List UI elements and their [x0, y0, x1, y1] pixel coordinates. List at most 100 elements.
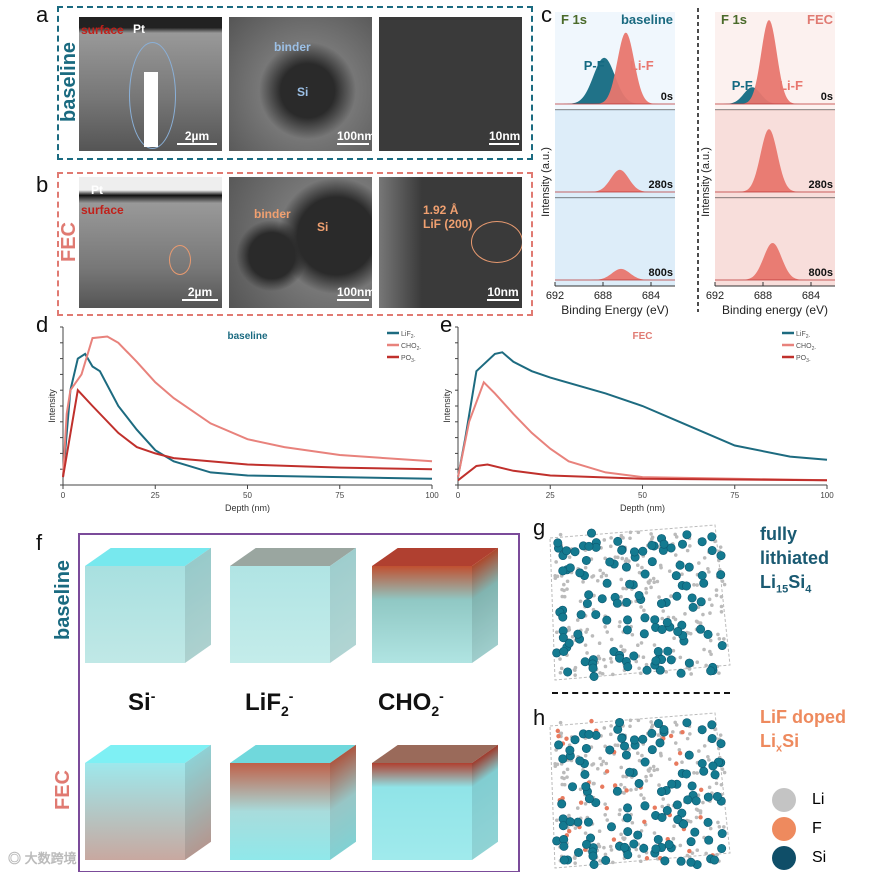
li-atom [708, 611, 712, 615]
li-atom [609, 637, 614, 642]
li-atom [704, 663, 708, 668]
li-atom [637, 854, 641, 859]
si-atom [563, 667, 573, 677]
si-atom [707, 720, 717, 730]
si-atom [581, 782, 591, 792]
f-atom [555, 728, 560, 734]
li-atom [560, 587, 564, 592]
si-atom [697, 758, 707, 768]
li-atom [701, 612, 705, 617]
li-atom [701, 800, 705, 805]
li-atom [591, 781, 596, 786]
li-atom [565, 587, 569, 591]
x-axis-label: Depth (nm) [225, 503, 270, 513]
li-atom [639, 641, 644, 645]
si-atom [570, 547, 580, 557]
li-atom [671, 730, 675, 734]
f-atom [556, 733, 561, 739]
si-atom [570, 735, 580, 745]
si-atom [676, 668, 686, 678]
li-atom [708, 649, 712, 654]
x-axis-label: Binding energy (eV) [722, 303, 828, 317]
time-label: 800s [809, 267, 833, 279]
si-atom [574, 847, 584, 857]
li-atom [697, 749, 701, 753]
ion-label-lif2: LiF2- [245, 688, 294, 719]
li-atom [678, 655, 683, 660]
li-atom [685, 548, 690, 553]
si-atom [576, 610, 586, 620]
x-tick-label: 100 [820, 491, 834, 500]
li-atom [603, 802, 607, 806]
legend-f: F [772, 814, 826, 843]
li-atom [677, 747, 682, 752]
hrtem-fec: 1.92 Å LiF (200) 10nm [379, 177, 522, 308]
li-atom [583, 643, 588, 647]
si-atom [623, 803, 633, 813]
series-line-CHO2- [457, 380, 828, 482]
si-atom [691, 796, 701, 806]
li-atom [591, 574, 596, 578]
li-atom [619, 765, 624, 770]
li-atom [567, 813, 571, 818]
si-atom [586, 833, 596, 843]
li-atom [678, 843, 683, 848]
li-swatch-icon [772, 787, 796, 812]
li-atom [674, 723, 679, 727]
legend-label-CHO2-: CHO2- [796, 343, 816, 352]
si-atom [663, 646, 673, 656]
li-atom [640, 565, 644, 570]
li-atom [695, 848, 700, 853]
li-atom [694, 807, 699, 812]
f-atom [612, 783, 618, 788]
li-atom [609, 660, 614, 664]
li-atom [696, 605, 701, 609]
li-atom [562, 770, 566, 775]
si-atom [581, 743, 591, 753]
peak-Li-F [715, 243, 835, 280]
panel-label-d: d [36, 312, 49, 337]
li-atom [685, 853, 690, 858]
si-atom [677, 620, 687, 630]
x-tick-label: 50 [638, 491, 647, 500]
x-axis-label: Binding Energy (eV) [561, 303, 668, 317]
row-label-fec: FEC [58, 222, 80, 262]
li-atom [558, 670, 563, 675]
li-atom [603, 664, 608, 669]
li-atom [583, 565, 588, 570]
f-atom [589, 718, 594, 724]
si-atom [717, 844, 727, 854]
ion-label-si: Si- [128, 688, 156, 716]
si-atom [656, 599, 666, 609]
li-atom [659, 753, 663, 758]
si-atom [613, 536, 623, 546]
li-atom [638, 671, 643, 676]
li-atom [717, 824, 722, 829]
si-atom [687, 593, 697, 603]
sem-fec-cross-section: Pt surface 2µm [79, 177, 222, 308]
si-atom [640, 569, 650, 579]
si-atom [601, 855, 611, 865]
f-atom [564, 736, 569, 741]
li-atom [635, 563, 640, 568]
li-atom [634, 659, 639, 664]
li-atom [599, 762, 604, 767]
panel-label-c: c [541, 2, 552, 27]
si-atom [679, 819, 689, 829]
li-atom [704, 851, 708, 856]
si-atom [682, 530, 692, 540]
si-atom [697, 537, 707, 547]
li-atom [630, 820, 635, 825]
li-atom [707, 758, 711, 762]
x-tick-label: 684 [642, 290, 660, 302]
li-atom [649, 532, 653, 536]
li-atom [616, 555, 620, 560]
legend-label-CHO2-: CHO2- [401, 343, 421, 352]
li-atom [686, 631, 691, 635]
panel-label-e: e [440, 312, 453, 337]
li-atom [689, 672, 693, 676]
si-atom [664, 839, 674, 849]
x-tick-label: 692 [546, 290, 564, 302]
li-atom [565, 579, 570, 584]
li-atom [573, 668, 577, 672]
